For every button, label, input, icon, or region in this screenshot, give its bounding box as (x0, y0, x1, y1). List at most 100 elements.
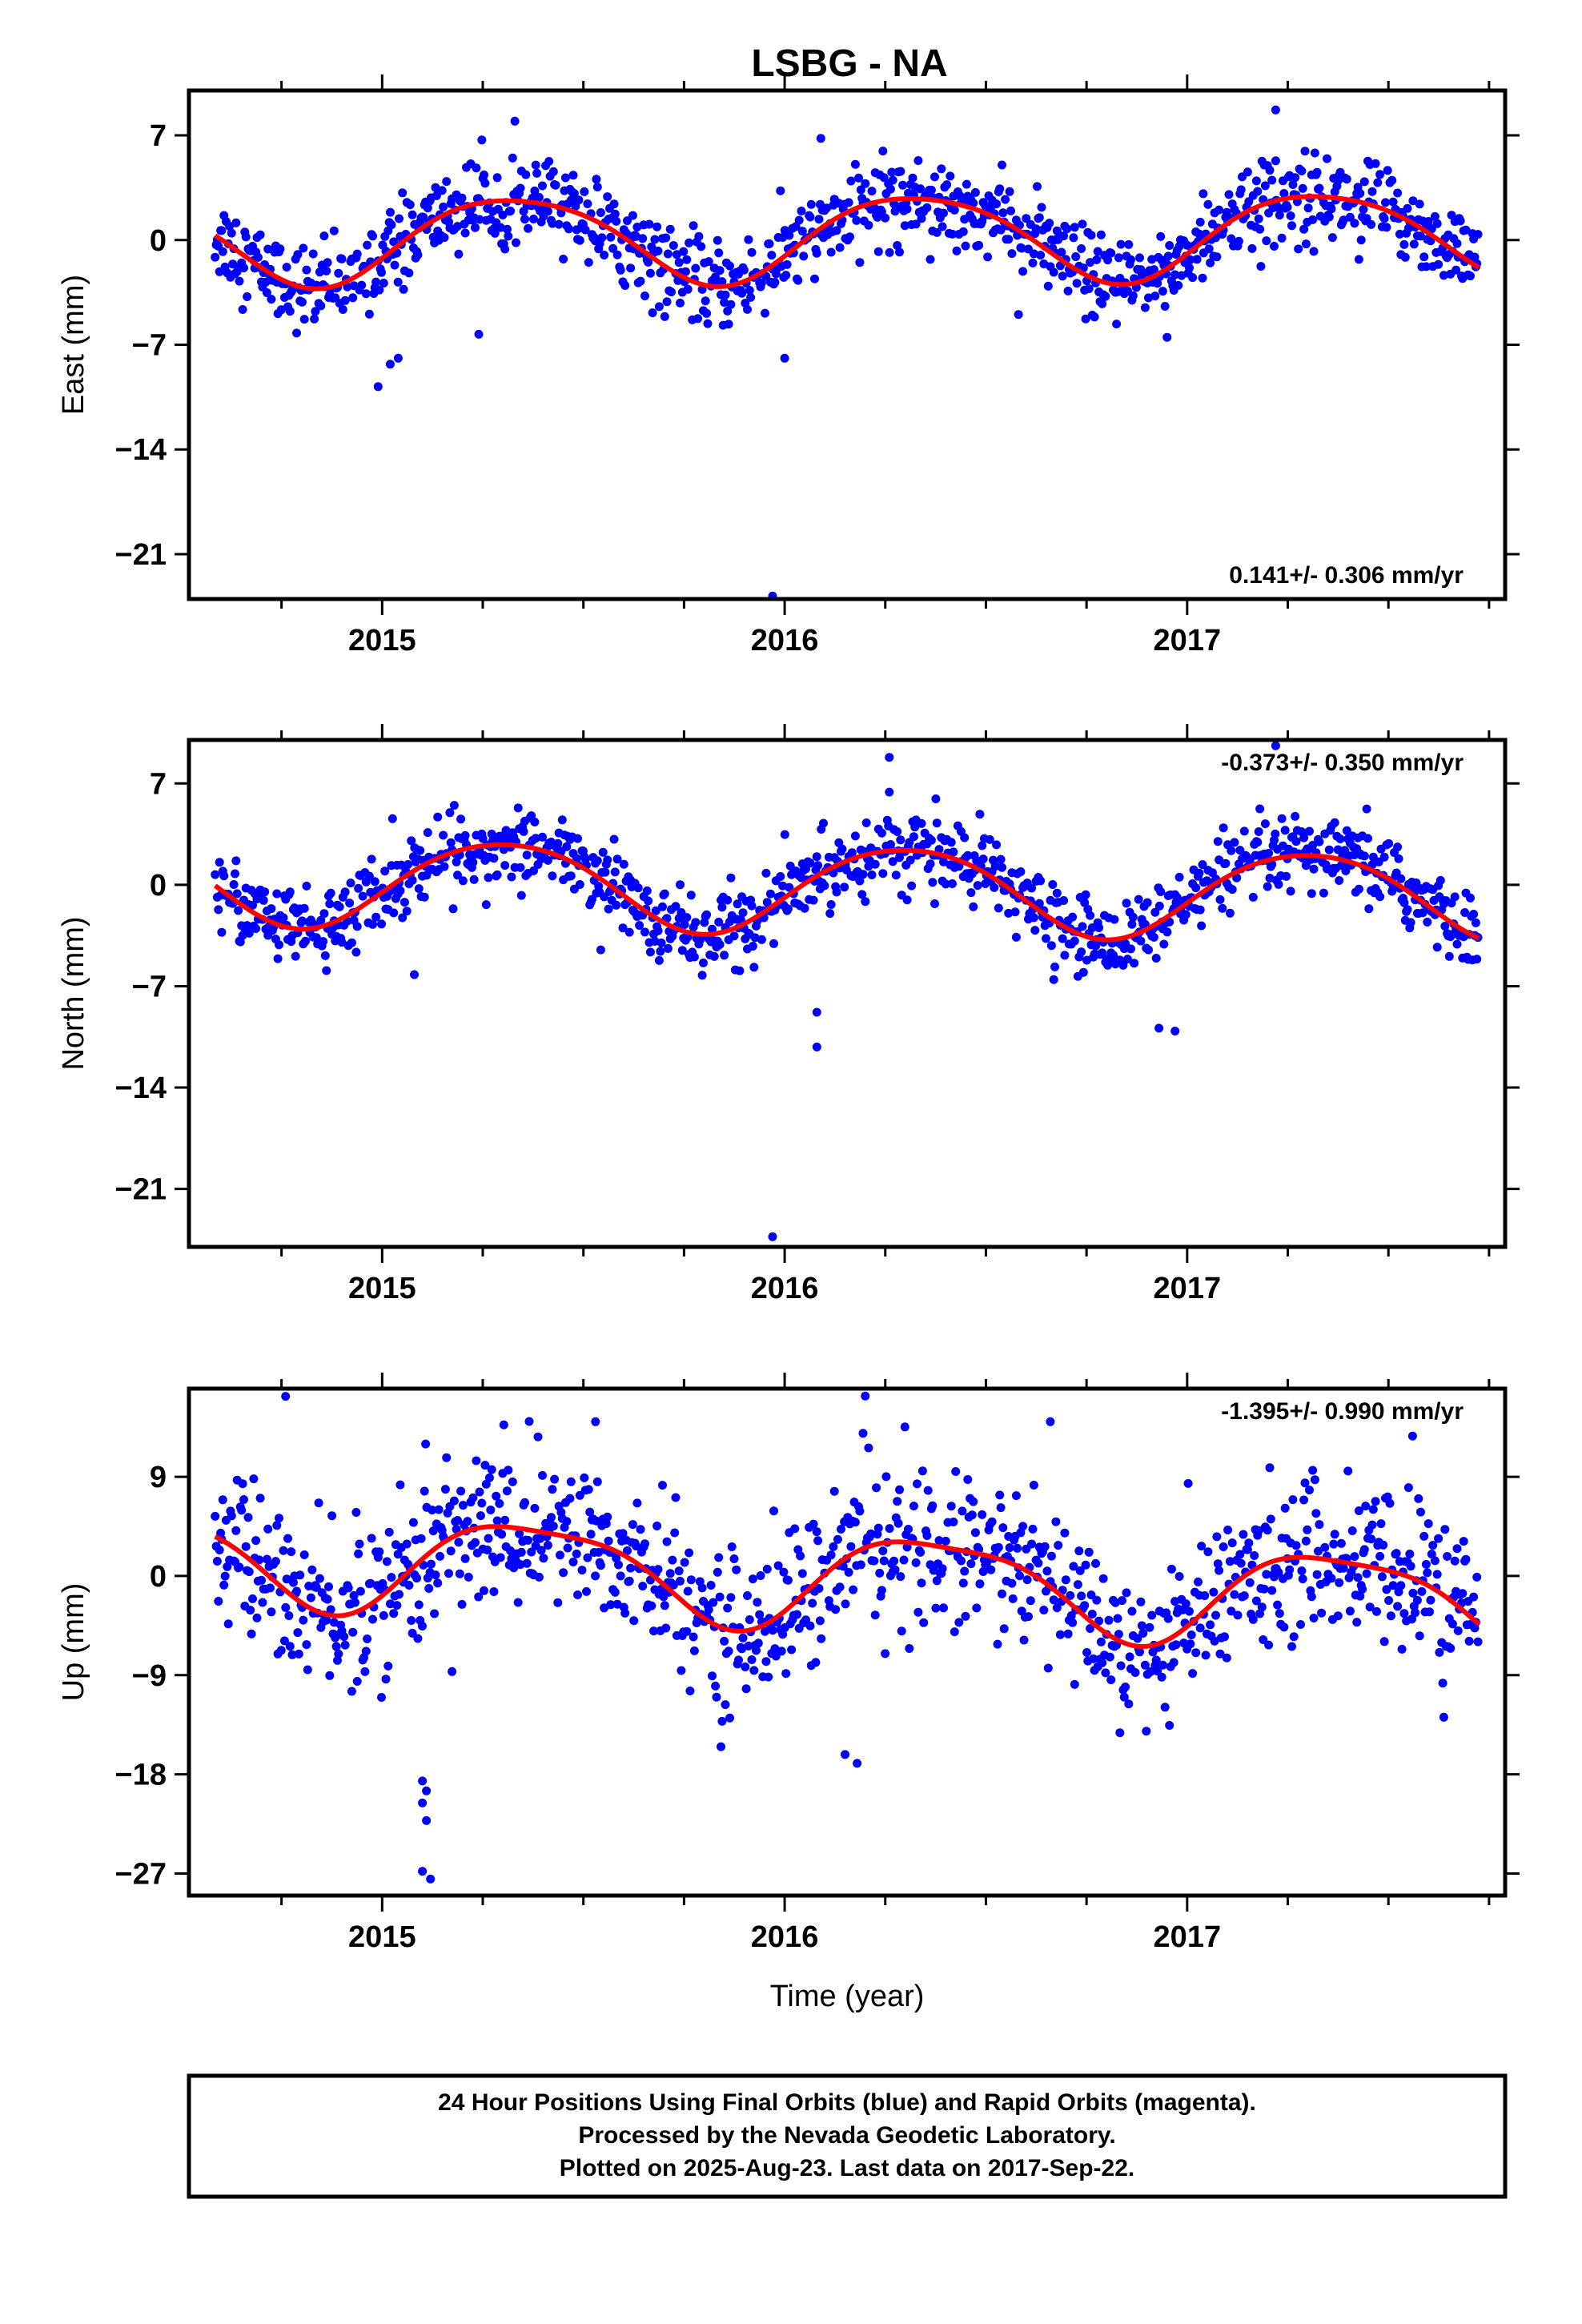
data-point (1288, 1495, 1298, 1505)
data-point (510, 116, 520, 126)
data-point (1116, 239, 1126, 249)
data-point (917, 818, 926, 828)
data-point (879, 173, 889, 183)
data-point (1456, 216, 1465, 226)
data-point (1094, 923, 1104, 932)
data-point (1244, 1538, 1254, 1548)
data-point (1270, 242, 1279, 251)
data-point (1210, 1636, 1219, 1646)
outlier-point (1271, 156, 1280, 166)
data-point (565, 1494, 575, 1503)
data-point (1061, 1575, 1070, 1585)
data-point (1324, 845, 1334, 854)
data-point (873, 1523, 883, 1533)
data-point (291, 951, 300, 961)
data-point (793, 275, 803, 285)
data-point (285, 307, 295, 316)
data-point (922, 1531, 932, 1540)
data-point (888, 175, 897, 185)
data-point (1043, 1663, 1053, 1673)
data-point (923, 1486, 933, 1495)
data-point (490, 228, 500, 238)
data-point (998, 1523, 1008, 1533)
data-point (1135, 253, 1144, 263)
data-point (1388, 884, 1398, 893)
data-point (1466, 893, 1475, 903)
data-point (909, 1502, 918, 1511)
up-rate-label: -1.395+/- 0.990 mm/yr (1221, 1398, 1464, 1425)
data-point (1355, 1591, 1365, 1601)
data-point (445, 808, 455, 818)
data-point (969, 199, 978, 208)
data-point (367, 1534, 376, 1543)
data-point (1428, 1541, 1438, 1550)
data-point (618, 1529, 628, 1538)
data-point (272, 889, 282, 899)
data-point (382, 1557, 391, 1566)
data-point (811, 1658, 821, 1667)
data-point (1033, 182, 1042, 191)
data-point (714, 917, 724, 927)
x-tick-label: 2016 (751, 624, 819, 657)
data-point (926, 255, 935, 264)
data-point (812, 248, 821, 258)
data-point (416, 846, 425, 855)
data-point (515, 1529, 524, 1538)
data-point (1277, 233, 1287, 243)
data-point (1329, 1539, 1339, 1549)
data-point (418, 1622, 427, 1630)
data-point (522, 850, 532, 860)
data-point (1444, 951, 1454, 961)
data-point (1070, 1679, 1079, 1689)
data-point (645, 268, 655, 278)
data-point (1339, 1563, 1348, 1573)
data-point (1024, 1612, 1033, 1622)
data-point (524, 1535, 533, 1545)
data-point (1245, 1578, 1255, 1587)
data-point (559, 255, 568, 263)
data-point (475, 215, 484, 224)
data-point (1080, 898, 1090, 907)
data-point (674, 258, 684, 267)
data-point (1034, 899, 1044, 908)
data-point (620, 1608, 630, 1618)
data-point (701, 296, 710, 306)
data-point (785, 883, 794, 892)
data-point (1086, 1624, 1095, 1633)
data-point (582, 1586, 591, 1596)
data-point (1026, 1596, 1035, 1606)
data-point (1248, 892, 1258, 902)
data-point (942, 180, 952, 190)
data-point (559, 1568, 568, 1578)
data-point (1105, 1652, 1114, 1662)
data-point (554, 219, 564, 229)
footer-line-3: Plotted on 2025-Aug-23. Last data on 201… (560, 2155, 1135, 2181)
data-point (477, 135, 487, 145)
outlier-point (418, 1776, 428, 1786)
data-point (658, 1481, 667, 1490)
data-point (711, 1681, 721, 1691)
data-point (538, 181, 547, 191)
data-point (487, 830, 496, 838)
data-point (481, 900, 491, 910)
data-point (1287, 221, 1296, 231)
data-point (715, 1592, 725, 1602)
outlier-point (426, 1874, 436, 1884)
data-point (1408, 196, 1418, 206)
data-point (1195, 1623, 1205, 1633)
data-point (680, 920, 689, 929)
data-point (1440, 1525, 1450, 1534)
data-point (1255, 804, 1265, 814)
data-point (580, 1473, 589, 1482)
data-point (717, 1742, 725, 1751)
data-point (1138, 1629, 1148, 1638)
data-point (601, 1519, 611, 1529)
data-point (357, 280, 367, 290)
data-point (973, 881, 982, 891)
data-point (1219, 823, 1228, 833)
data-point (591, 1571, 600, 1581)
data-point (1383, 166, 1392, 175)
data-point (367, 854, 376, 864)
data-point (978, 1510, 987, 1519)
data-point (1365, 1602, 1375, 1612)
